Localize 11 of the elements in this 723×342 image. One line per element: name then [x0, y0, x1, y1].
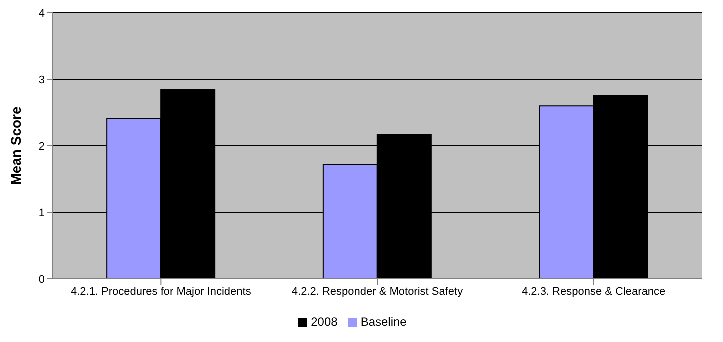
x-tick-label: 4.2.1. Procedures for Major Incidents: [70, 286, 252, 298]
x-tick-label: 4.2.3. Response & Clearance: [522, 286, 666, 298]
x-tick-label: 4.2.2. Responder & Motorist Safety: [292, 286, 464, 298]
y-tick-label: 4: [38, 8, 45, 20]
legend-label: 2008: [311, 315, 338, 329]
y-tick-label: 3: [38, 74, 45, 86]
y-axis-title: Mean Score: [8, 106, 24, 186]
legend-label: Baseline: [360, 315, 407, 329]
y-tick-label: 2: [38, 140, 45, 153]
y-tick-label: 1: [38, 207, 45, 220]
y-tick-label: 0: [38, 274, 45, 286]
